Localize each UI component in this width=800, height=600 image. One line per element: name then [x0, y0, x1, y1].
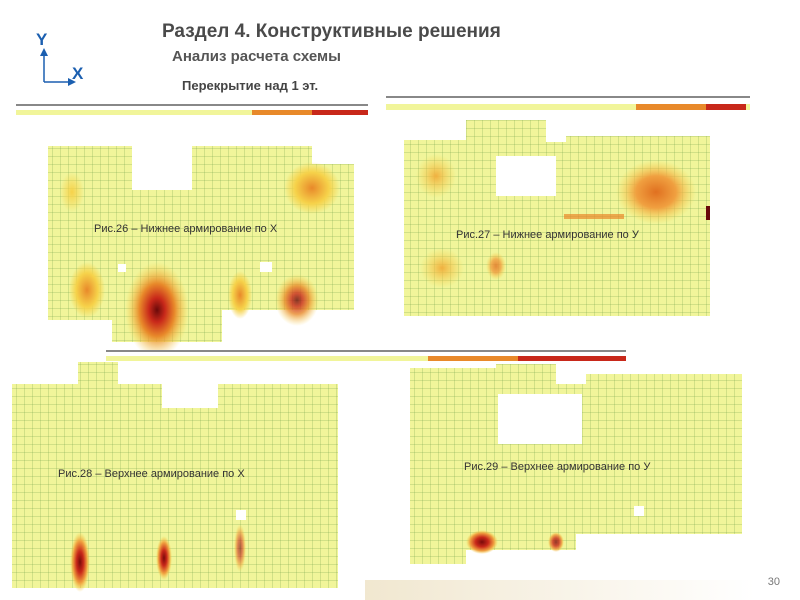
figure-28-plot	[12, 350, 626, 592]
figure-28-caption: Рис.28 – Верхнее армирование по Х	[58, 468, 245, 480]
figure-27-caption: Рис.27 – Нижнее армирование по У	[456, 229, 639, 241]
footer-decoration	[365, 580, 755, 600]
axis-y-label: Y	[36, 30, 48, 49]
figure-27-plot	[386, 96, 750, 316]
figure-29-plot	[410, 364, 742, 564]
floor-label: Перекрытие над 1 эт.	[182, 78, 319, 93]
figure-29: Рис.29 – Верхнее армирование по У	[406, 364, 746, 574]
figure-26: Рис.26 – Нижнее армирование по Х	[12, 100, 368, 350]
figure-29-caption: Рис.29 – Верхнее армирование по У	[464, 461, 651, 473]
figure-27: Рис.27 – Нижнее армирование по У	[386, 96, 750, 326]
axis-arrows-icon	[40, 48, 76, 86]
page-number: 30	[767, 576, 780, 588]
figure-28: Рис.28 – Верхнее армирование по Х	[8, 348, 628, 598]
slide-title: Раздел 4. Конструктивные решения	[162, 21, 501, 42]
slide-subtitle: Анализ расчета схемы	[172, 48, 341, 65]
figure-26-plot	[16, 104, 368, 350]
axis-x-label: X	[72, 64, 84, 83]
axis-indicator: Y X	[32, 30, 92, 90]
figure-26-caption: Рис.26 – Нижнее армирование по Х	[94, 223, 278, 235]
